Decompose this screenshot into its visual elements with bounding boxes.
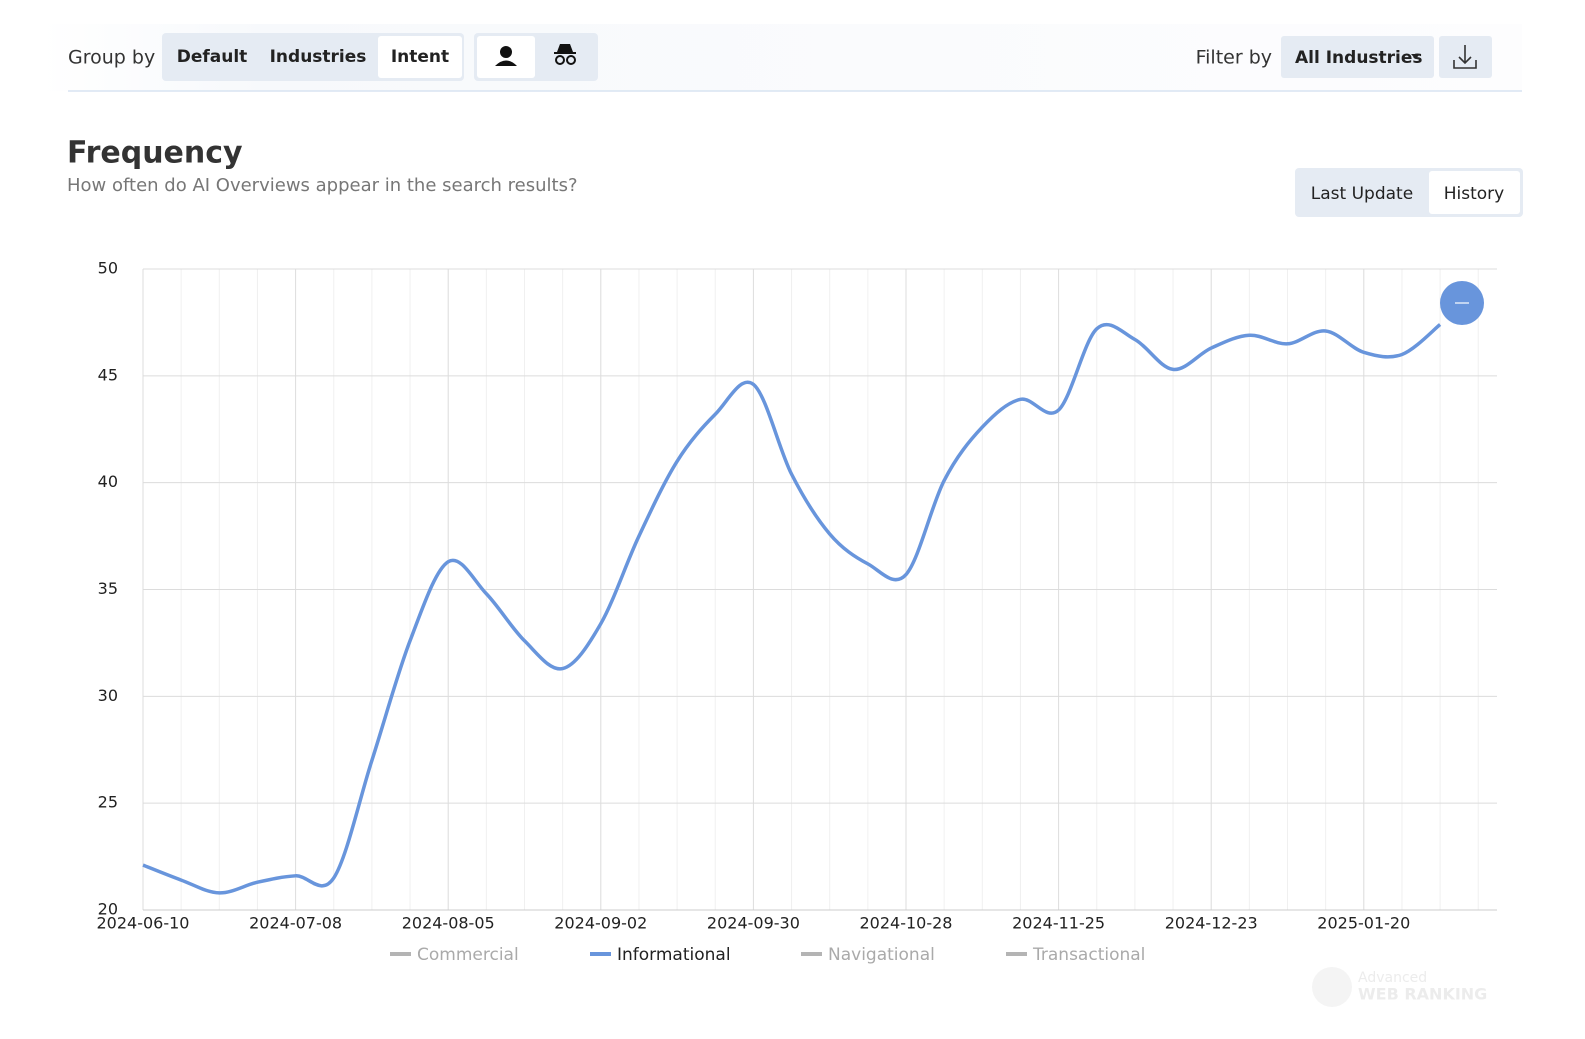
legend-swatch	[590, 952, 611, 956]
view-option[interactable]: Last Update	[1311, 184, 1413, 204]
legend-label: Navigational	[828, 945, 935, 965]
watermark-text: Advanced	[1358, 970, 1427, 986]
group-active	[378, 36, 462, 78]
legend-swatch	[801, 952, 822, 956]
group-label: Group by	[68, 47, 155, 69]
y-tick-label: 40	[98, 472, 118, 491]
group-option[interactable]: Default	[177, 47, 248, 67]
x-tick-label: 2024-10-28	[860, 914, 953, 933]
x-tick-label: 2024-09-02	[554, 914, 647, 933]
y-tick-label: 30	[98, 686, 118, 705]
filter-label: Filter by	[1196, 47, 1272, 69]
user-icon	[495, 46, 517, 66]
y-tick-label: 20	[98, 900, 118, 919]
chart: 2024-06-10 2024-07-08 2024-08-05 2024-09-02…	[97, 259, 1497, 965]
view-active	[1429, 171, 1520, 214]
x-tick-label: 2024-07-08	[249, 914, 342, 933]
x-tick-label: 2024-11-25	[1012, 914, 1105, 933]
legend-swatch	[390, 952, 411, 956]
incognito-icon[interactable]	[554, 44, 576, 65]
legend-label: Commercial	[417, 945, 519, 965]
y-tick-label: 35	[98, 579, 118, 598]
section-subtitle: How often do AI Overviews appear in the …	[67, 175, 578, 196]
filter-value: All Industries	[1295, 48, 1423, 68]
section-title: Frequency	[67, 136, 243, 171]
caret	[1411, 54, 1420, 59]
x-tick-label: 2024-09-30	[707, 914, 800, 933]
y-tick-label: 25	[98, 793, 118, 812]
watermark-text: WEB RANKING	[1358, 985, 1487, 1004]
x-tick-label: 2024-08-05	[402, 914, 495, 933]
watermark-logo	[1312, 967, 1352, 1007]
y-tick-label: 45	[98, 365, 118, 384]
x-tick-label: 2024-06-10	[97, 914, 190, 933]
legend-label: Informational	[617, 945, 731, 965]
group-option[interactable]: Intent	[391, 47, 449, 67]
x-tick-label: 2025-01-20	[1317, 914, 1410, 933]
legend-swatch	[1006, 952, 1027, 956]
group-option[interactable]: Industries	[270, 47, 367, 67]
data-line	[142, 322, 1442, 895]
x-tick-label: 2024-12-23	[1165, 914, 1258, 933]
legend-label: Transactional	[1032, 945, 1145, 965]
view-option[interactable]: History	[1444, 184, 1504, 204]
download-icon	[1453, 45, 1477, 69]
y-tick-label: 50	[98, 259, 118, 278]
filter-dropdown[interactable]	[1281, 36, 1434, 78]
